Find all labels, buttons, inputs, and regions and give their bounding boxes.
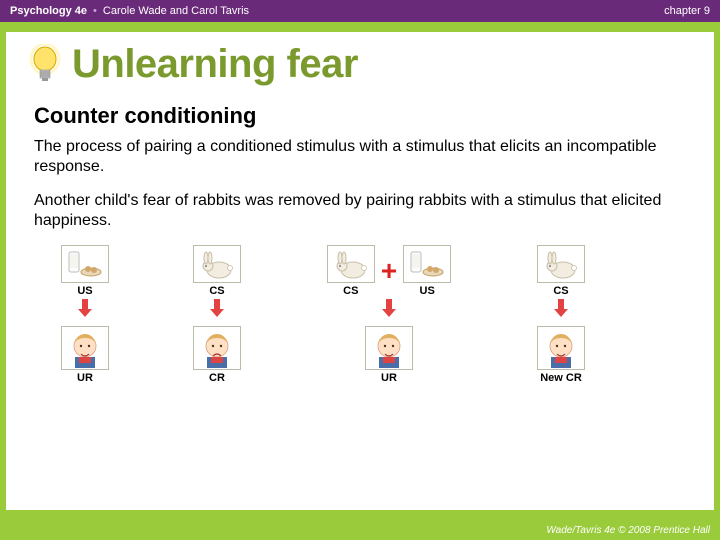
arrow-icon <box>70 297 100 324</box>
panel-1: CS CR <box>162 245 272 384</box>
diagram-row: US UR CS CR CS + US UR CS New CR <box>30 245 694 384</box>
plus-icon: + <box>381 252 397 290</box>
rabbit-icon <box>537 245 585 283</box>
arrow-icon <box>374 297 404 324</box>
book-title: Psychology 4e <box>10 5 87 17</box>
chapter-label: chapter 9 <box>664 5 710 17</box>
stimulus-label: CS <box>553 285 568 297</box>
paragraph-2: Another child's fear of rabbits was remo… <box>34 191 686 231</box>
stimulus-label: US <box>420 285 435 297</box>
panel-0: US UR <box>30 245 140 384</box>
stimulus-label: CS <box>343 285 358 297</box>
child-sad-icon <box>193 326 241 370</box>
stimulus-label: US <box>77 285 92 297</box>
stimulus-row: US <box>61 245 109 297</box>
child-happy-icon <box>61 326 109 370</box>
stimulus-col: CS <box>537 245 585 297</box>
rabbit-icon <box>193 245 241 283</box>
stimulus-col: CS <box>327 245 375 297</box>
subtitle: Counter conditioning <box>34 103 694 129</box>
stimulus-row: CS + US <box>327 245 451 297</box>
rabbit-icon <box>327 245 375 283</box>
food-icon <box>403 245 451 283</box>
food-icon <box>61 245 109 283</box>
child-happy-icon <box>365 326 413 370</box>
panel-2: CS + US UR <box>294 245 484 384</box>
lightbulb-icon <box>26 43 64 87</box>
header-dot: • <box>93 5 97 17</box>
response-label: CR <box>209 372 225 384</box>
stimulus-label: CS <box>209 285 224 297</box>
response-label: UR <box>381 372 397 384</box>
slide-content: Unlearning fear Counter conditioning The… <box>6 32 714 510</box>
response-label: UR <box>77 372 93 384</box>
stimulus-row: CS <box>537 245 585 297</box>
stimulus-col: CS <box>193 245 241 297</box>
footer-credit: Wade/Tavris 4e © 2008 Prentice Hall <box>546 525 710 536</box>
authors: Carole Wade and Carol Tavris <box>103 5 249 17</box>
stimulus-row: CS <box>193 245 241 297</box>
arrow-icon <box>546 297 576 324</box>
paragraph-1: The process of pairing a conditioned sti… <box>34 137 686 177</box>
page-title: Unlearning fear <box>72 42 358 87</box>
title-row: Unlearning fear <box>26 42 694 87</box>
bottom-bar: Wade/Tavris 4e © 2008 Prentice Hall <box>0 520 720 540</box>
child-happy-icon <box>537 326 585 370</box>
panel-3: CS New CR <box>506 245 616 384</box>
stimulus-col: US <box>61 245 109 297</box>
arrow-icon <box>202 297 232 324</box>
response-label: New CR <box>540 372 582 384</box>
top-header: Psychology 4e • Carole Wade and Carol Ta… <box>0 0 720 22</box>
stimulus-col: US <box>403 245 451 297</box>
slide-frame: Unlearning fear Counter conditioning The… <box>0 22 720 520</box>
header-left: Psychology 4e • Carole Wade and Carol Ta… <box>10 5 249 17</box>
